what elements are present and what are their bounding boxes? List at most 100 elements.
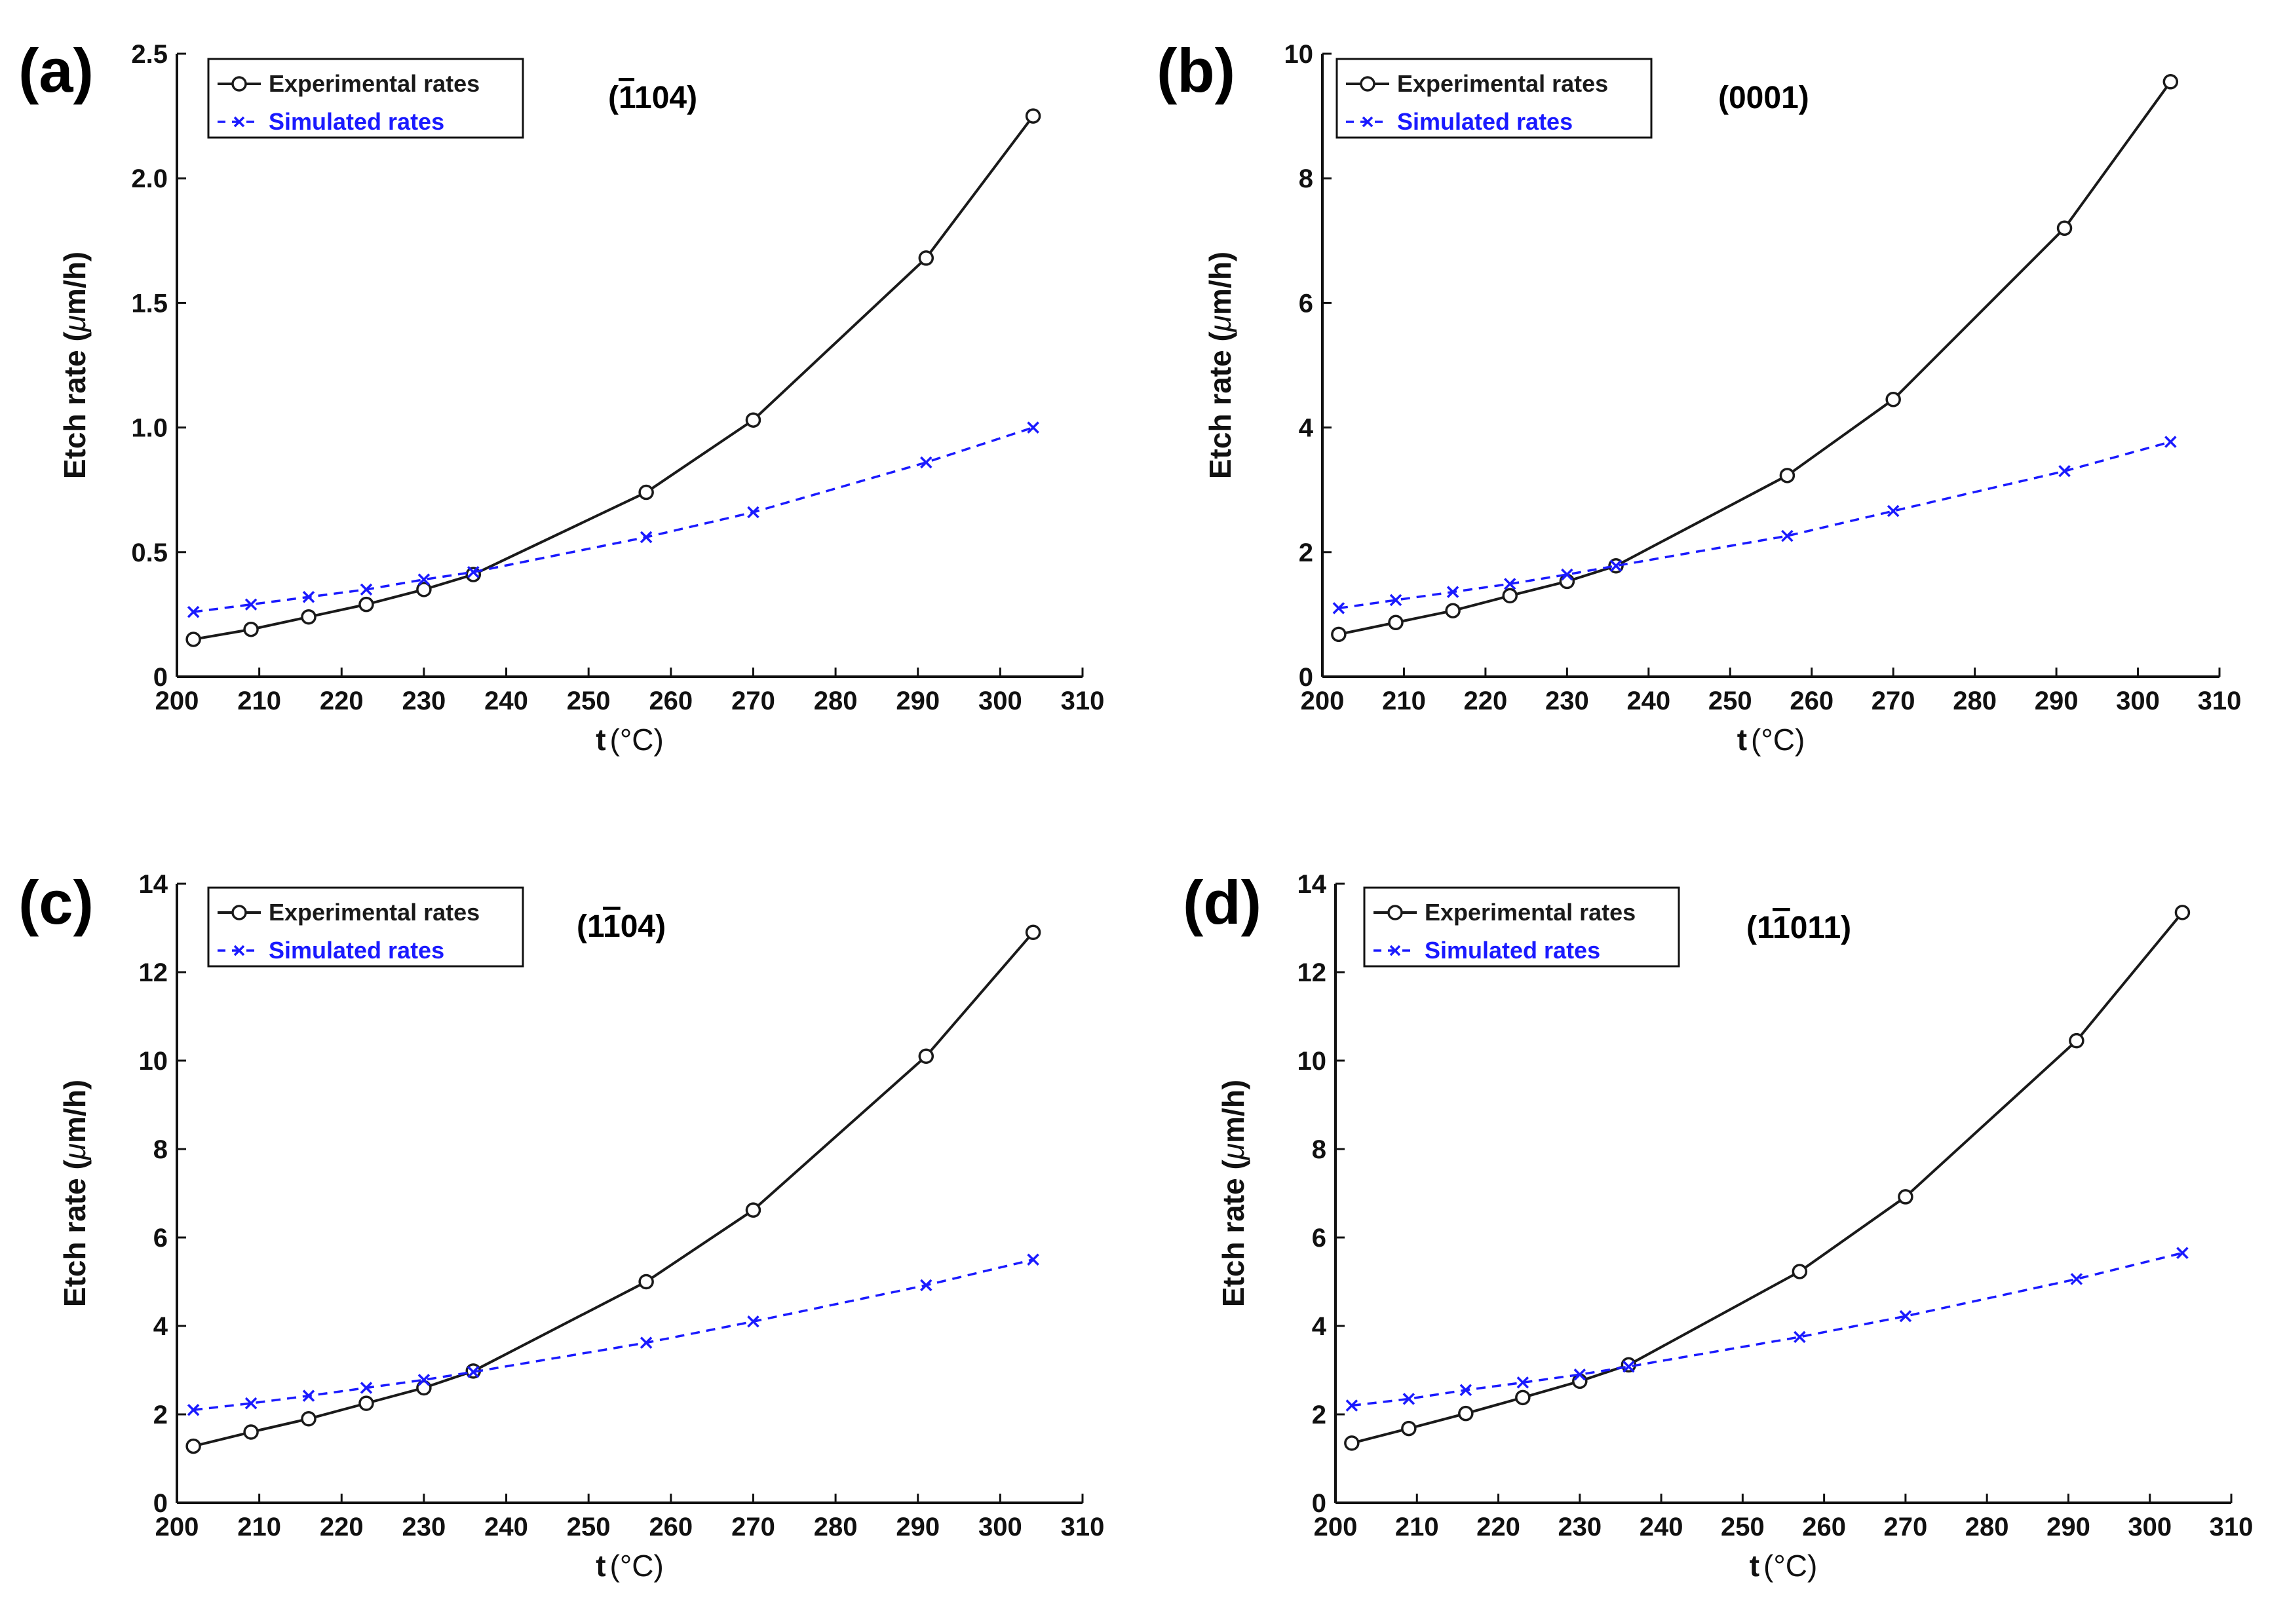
chart-panel-d: 200 210 220 230 240 250 260 270 280 290 300 310 0 2 4 6… xyxy=(1183,868,2253,1583)
y-tick-label: 10 xyxy=(139,1047,168,1076)
legend-experimental-marker xyxy=(231,905,247,920)
experimental-series-line xyxy=(193,931,1035,1448)
experimental-point xyxy=(745,412,761,428)
experimental-point xyxy=(1885,392,1901,407)
simulated-series-line xyxy=(1351,1251,2183,1407)
x-tick-label: 310 xyxy=(1061,687,1105,715)
y-axis-label-unit: m/h) xyxy=(1216,1080,1250,1143)
x-axis-label: t (°C) xyxy=(596,723,664,757)
y-tick-label: 8 xyxy=(153,1135,168,1164)
legend: Experimental rates Simulated rates xyxy=(207,58,524,139)
legend-experimental-label: Experimental rates xyxy=(1425,899,1636,926)
crystal-plane-label-part: 011) xyxy=(1790,911,1851,945)
y-axis-label: Etch rate (μm/h) xyxy=(1216,1080,1250,1307)
y-tick-label: 0 xyxy=(153,663,168,692)
panel-label: (b) xyxy=(1157,36,1235,105)
crystal-plane-label: (0001) xyxy=(1718,81,1809,115)
crystal-plane-label-part: 1 xyxy=(619,81,636,115)
x-tick-label: 240 xyxy=(1640,1513,1683,1541)
x-axis-label-unit: (°C) xyxy=(1763,1549,1817,1583)
crystal-plane-label-part: 104) xyxy=(634,81,697,115)
x-tick-label: 210 xyxy=(1395,1513,1439,1541)
y-tick-label: 12 xyxy=(139,958,168,987)
x-tick-label: 300 xyxy=(978,1513,1022,1541)
y-tick-label: 6 xyxy=(153,1224,168,1253)
simulated-point xyxy=(467,1365,480,1378)
legend: Experimental rates Simulated rates xyxy=(1363,886,1680,968)
x-tick-label: 240 xyxy=(1626,687,1670,715)
experimental-point xyxy=(1331,626,1347,643)
crystal-plane-label: (11011) xyxy=(1746,911,1851,945)
y-axis-label-mu: μ xyxy=(58,1143,92,1160)
simulated-series-line xyxy=(193,426,1034,613)
x-tick-label: 200 xyxy=(1314,1513,1358,1541)
x-tick-label: 250 xyxy=(1708,687,1752,715)
simulated-point xyxy=(244,1397,258,1410)
x-axis-label: t (°C) xyxy=(1737,723,1805,757)
experimental-point xyxy=(301,609,317,625)
x-tick-label: 290 xyxy=(896,1513,940,1541)
crystal-plane-label-part: ( xyxy=(608,81,619,115)
simulated-point xyxy=(1027,1253,1039,1266)
experimental-point xyxy=(416,582,432,597)
y-axis-label: Etch rate (μm/h) xyxy=(1203,252,1237,479)
simulated-point xyxy=(640,531,653,544)
y-axis-label-mu: μ xyxy=(1216,1143,1250,1160)
x-tick-label: 230 xyxy=(402,687,446,715)
y-axis-label: Etch rate (μm/h) xyxy=(58,252,92,479)
experimental-series-line xyxy=(1351,911,2183,1445)
y-tick-label: 2 xyxy=(153,1401,168,1429)
experimental-point xyxy=(1515,1389,1531,1406)
legend-box xyxy=(207,58,524,139)
crystal-plane-label: (1104) xyxy=(577,909,666,944)
legend: Experimental rates Simulated rates xyxy=(1335,58,1653,139)
y-tick-label: 0 xyxy=(1299,663,1313,692)
y-axis-label-mu: μ xyxy=(58,315,92,332)
x-tick-label: 230 xyxy=(1545,687,1589,715)
simulated-point xyxy=(1504,578,1516,590)
y-tick-label: 2 xyxy=(1312,1401,1326,1429)
simulated-point xyxy=(1345,1399,1358,1412)
x-axis-label-unit: (°C) xyxy=(610,1549,664,1583)
x-axis-label-main: t xyxy=(596,723,605,757)
experimental-point xyxy=(2069,1032,2084,1049)
x-tick-label: 280 xyxy=(814,1513,858,1541)
chart-panel-a: 200 210 220 230 240 250 260 270 280 290 300 310 0 0.5… xyxy=(18,36,1104,757)
legend-experimental-marker xyxy=(1360,76,1375,92)
legend-simulated-label: Simulated rates xyxy=(269,937,444,964)
simulated-point xyxy=(187,1404,200,1416)
y-axis-label: Etch rate (μm/h) xyxy=(58,1080,92,1307)
y-tick-label: 8 xyxy=(1299,164,1313,193)
x-tick-label: 230 xyxy=(1558,1513,1602,1541)
chart-panel-b: 200 210 220 230 240 250 260 270 280 290 300 310 0 2 4 6… xyxy=(1157,36,2241,757)
x-tick-label: 220 xyxy=(320,1513,364,1541)
experimental-series-line xyxy=(193,115,1035,641)
x-tick-label: 220 xyxy=(320,687,364,715)
y-tick-label: 14 xyxy=(139,870,168,899)
y-axis-label-unit: m/h) xyxy=(1203,252,1237,315)
simulated-point xyxy=(467,565,480,578)
y-axis-label-main: Etch rate ( xyxy=(1203,331,1237,480)
experimental-point xyxy=(1458,1405,1474,1422)
x-tick-label: 250 xyxy=(1721,1513,1765,1541)
y-axis-label-unit: m/h) xyxy=(58,1080,92,1143)
simulated-point xyxy=(1027,421,1039,434)
experimental-point xyxy=(2174,905,2191,920)
x-tick-label: 300 xyxy=(978,687,1022,715)
x-tick-label: 250 xyxy=(567,1513,611,1541)
x-tick-label: 280 xyxy=(1965,1513,2009,1541)
panel-label: (a) xyxy=(18,36,94,105)
x-axis-label: t (°C) xyxy=(596,1549,664,1583)
x-tick-label: 200 xyxy=(155,687,199,715)
y-tick-label: 10 xyxy=(1297,1047,1327,1076)
experimental-point xyxy=(243,621,259,637)
experimental-point xyxy=(1572,1373,1588,1389)
experimental-point xyxy=(1502,588,1518,604)
x-axis-label-main: t xyxy=(596,1549,605,1583)
crystal-plane-label-part: 04) xyxy=(621,909,666,944)
experimental-point xyxy=(1388,614,1404,631)
x-axis-label-main: t xyxy=(1750,1549,1759,1583)
simulated-point xyxy=(920,1279,932,1292)
experimental-point xyxy=(1025,108,1041,124)
